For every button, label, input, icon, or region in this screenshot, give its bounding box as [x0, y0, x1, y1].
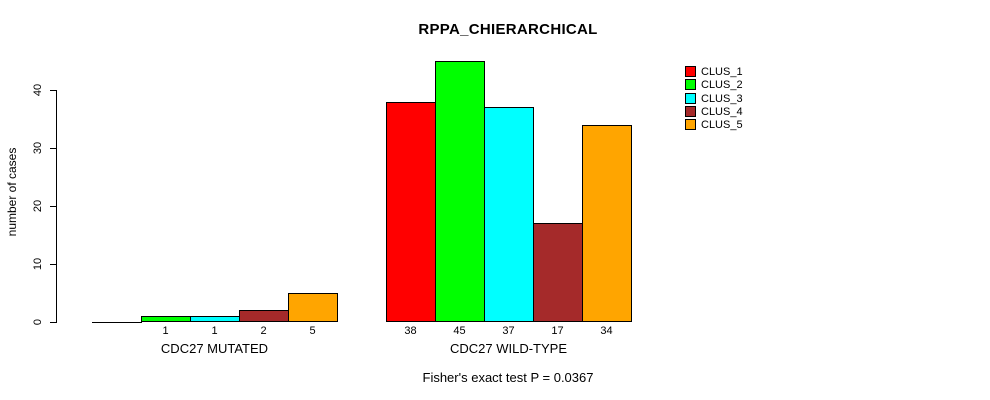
legend-swatch-clus_1 [685, 66, 696, 77]
y-tick-10 [50, 264, 57, 265]
legend-swatch-clus_4 [685, 106, 696, 117]
bar-clus_1-mutated [92, 322, 142, 323]
legend-label-clus_4: CLUS_4 [701, 106, 743, 118]
bar-value-clus_3-mutated: 1 [211, 325, 218, 337]
y-tick-label-30: 30 [32, 141, 44, 155]
legend-label-clus_2: CLUS_2 [701, 79, 743, 91]
bar-value-clus_1-wildtype: 38 [404, 325, 417, 337]
y-tick-label-40: 40 [32, 83, 44, 97]
bar-value-clus_4-mutated: 2 [260, 325, 267, 337]
y-tick-0 [50, 322, 57, 323]
y-axis-label: number of cases [5, 147, 19, 237]
y-tick-40 [50, 90, 57, 91]
bar-value-clus_5-mutated: 5 [309, 325, 316, 337]
bar-clus_1-wildtype [386, 102, 436, 322]
footnote-text: Fisher's exact test P = 0.0367 [422, 370, 594, 385]
y-tick-label-20: 20 [32, 199, 44, 213]
bar-value-clus_3-wildtype: 37 [502, 325, 515, 337]
group-label-mutated: CDC27 MUTATED [160, 341, 269, 356]
group-label-wildtype: CDC27 WILD-TYPE [449, 341, 568, 356]
bar-value-clus_4-wildtype: 17 [551, 325, 564, 337]
bar-value-clus_2-mutated: 1 [162, 325, 169, 337]
legend-swatch-clus_5 [685, 119, 696, 130]
bar-clus_4-wildtype [533, 223, 583, 322]
legend-swatch-clus_2 [685, 79, 696, 90]
legend-swatch-clus_3 [685, 93, 696, 104]
bar-clus_3-wildtype [484, 107, 534, 322]
bar-value-clus_5-wildtype: 34 [600, 325, 613, 337]
legend-label-clus_1: CLUS_1 [701, 66, 743, 78]
bar-value-clus_2-wildtype: 45 [453, 325, 466, 337]
legend-label-clus_5: CLUS_5 [701, 119, 743, 131]
bar-clus_2-wildtype [435, 61, 485, 322]
y-tick-label-0: 0 [32, 318, 44, 326]
bar-clus_4-mutated [239, 310, 289, 322]
bar-clus_2-mutated [141, 316, 191, 322]
y-tick-label-10: 10 [32, 257, 44, 271]
y-tick-30 [50, 148, 57, 149]
legend-label-clus_3: CLUS_3 [701, 93, 743, 105]
bar-clus_5-wildtype [582, 125, 632, 322]
chart-title: RPPA_CHIERARCHICAL [418, 21, 598, 38]
bar-clus_5-mutated [288, 293, 338, 322]
y-tick-20 [50, 206, 57, 207]
bar-clus_3-mutated [190, 316, 240, 322]
